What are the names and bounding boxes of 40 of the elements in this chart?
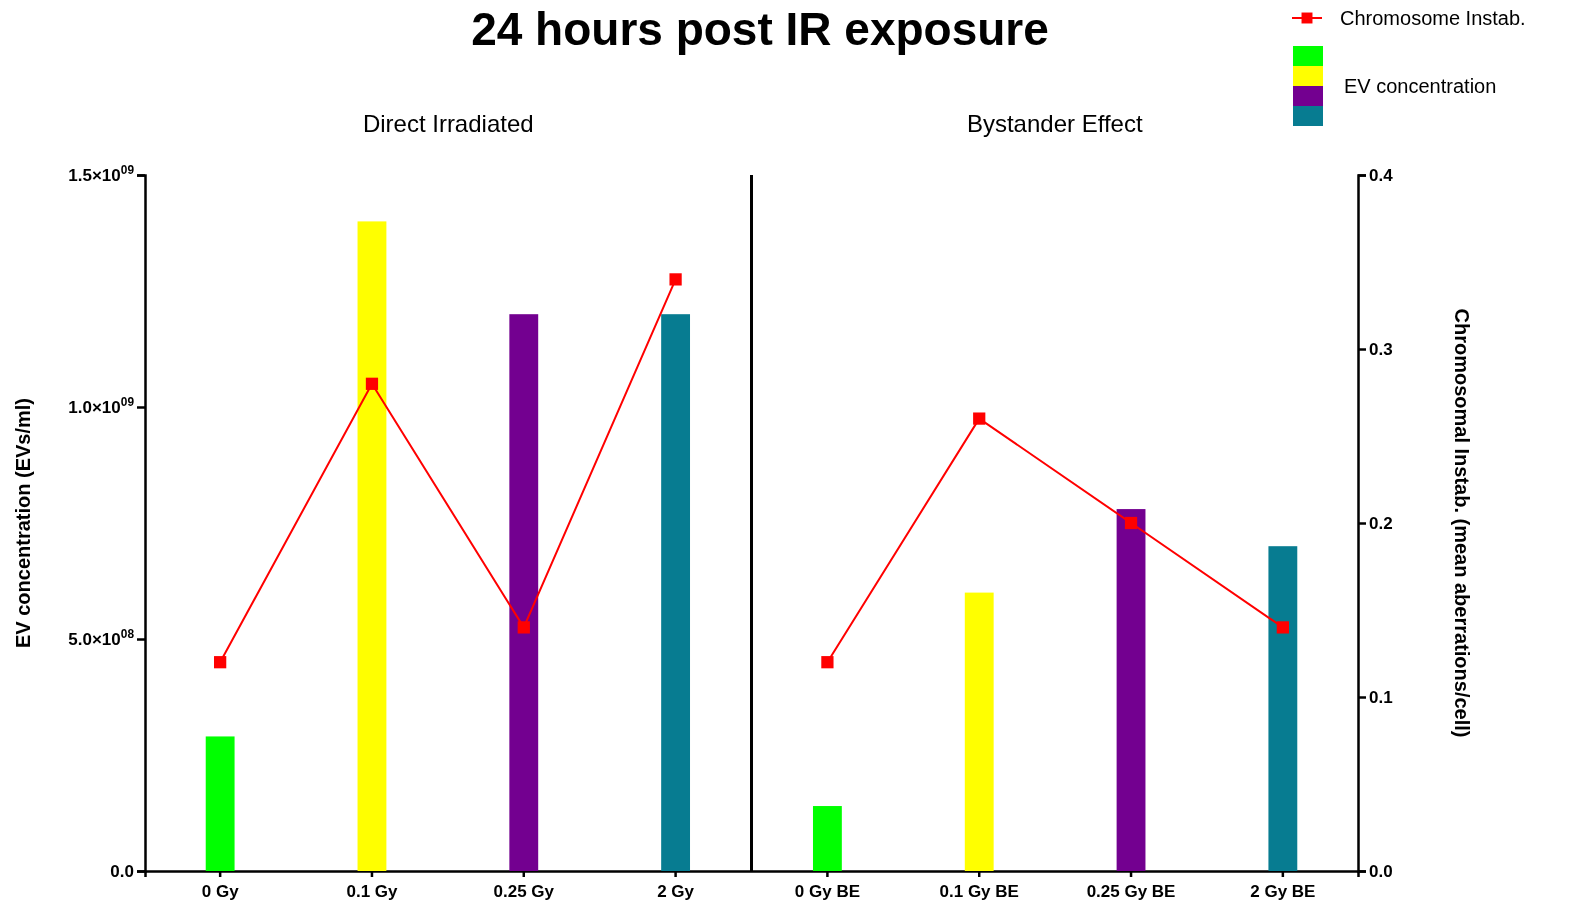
bar [812,806,842,871]
x-tick-label: 0.25 Gy BE [1086,882,1176,901]
y2-tick-label: 0.0 [1369,861,1393,881]
bar [1268,546,1298,871]
point [517,621,530,634]
x-tick-label: 0 Gy [201,882,240,901]
text: Bystander Effect [966,110,1143,137]
bar [357,221,387,871]
point [669,273,682,286]
bar [964,592,994,871]
bar [509,314,539,871]
x-tick-label: 0.1 Gy BE [939,882,1019,901]
x-tick-label: 0.1 Gy [346,882,399,901]
x-tick-label: 0 Gy BE [794,882,861,901]
chart-title: 24 hours post IR exposure [471,3,1049,55]
x-tick-label: 2 Gy BE [1250,882,1316,901]
y2-axis-title: Chromosomal Instab. (mean aberrations/cell) [1451,308,1473,738]
point [821,656,834,669]
y-axis-title: EV concentration (EVs/ml) [12,397,34,649]
legend-label: EV concentration [1344,75,1497,97]
legend-label: Chromosome Instab. [1340,7,1526,29]
y2-tick-label: 0.3 [1369,339,1393,359]
y-tick-label: 5.0×10$^{08}$ [68,626,135,649]
bar [1116,509,1146,871]
x-tick-label: 2 Gy [657,882,695,901]
x-tick-label: 0.25 Gy [493,882,555,901]
point [1276,621,1289,634]
text: Direct Irradiated [362,110,534,137]
bar [661,314,691,871]
y2-tick-label: 0.1 [1369,687,1393,707]
y-tick-label: 0.0 [110,861,134,881]
point [365,377,379,390]
y2-tick-label: 0.2 [1369,513,1393,533]
point [973,412,986,425]
y-tick-label: 1.0×10$^{09}$ [68,394,135,417]
point [1124,516,1138,530]
point [214,656,227,669]
y2-tick-label: 0.4 [1369,165,1394,185]
bar [205,736,235,871]
y-tick-label: 1.5×10$^{09}$ [68,162,135,185]
